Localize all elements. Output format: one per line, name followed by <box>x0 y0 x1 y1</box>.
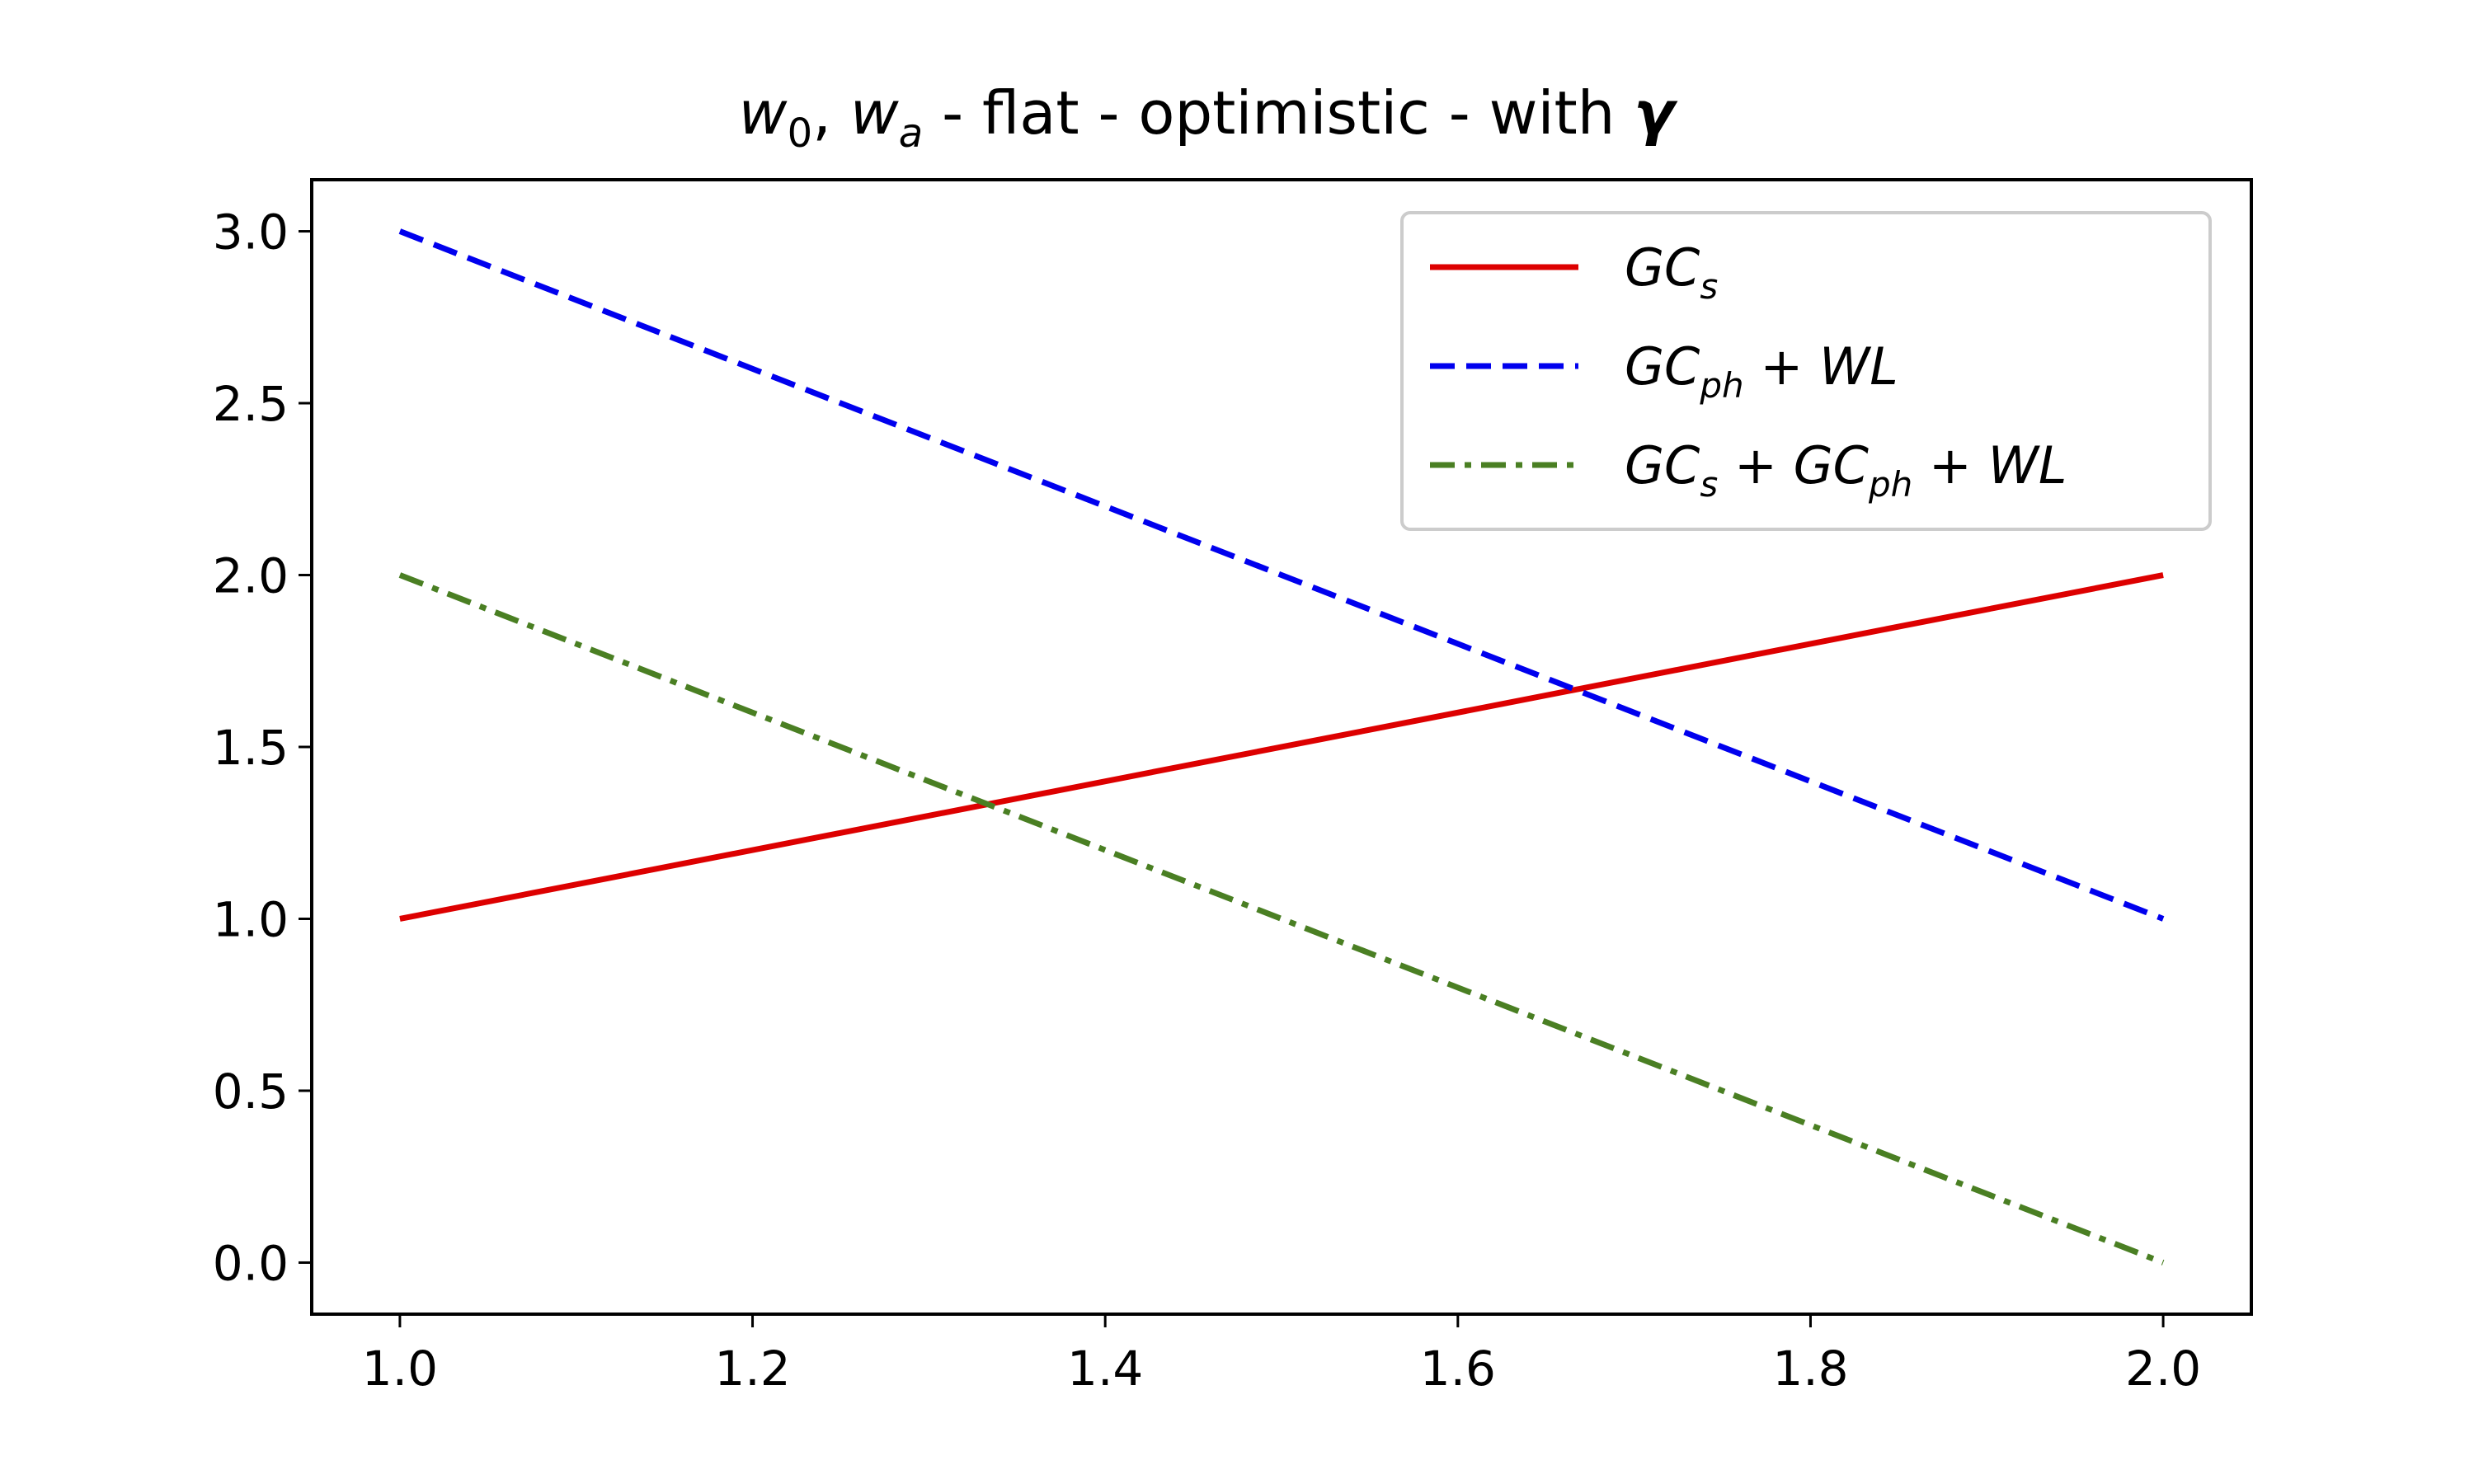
y-tick-label: 1.0 <box>213 891 289 947</box>
series-layer <box>398 228 2165 1266</box>
x-tick-label: 1.0 <box>362 1341 438 1397</box>
series-line-2 <box>398 228 2165 922</box>
axes-layer: 1.0 1.2 1.4 1.6 1.8 2.0 0.0 0.5 1.0 1.5 2.0 2.5 3.0 <box>213 178 2253 1397</box>
y-tick-label: 1.5 <box>213 720 289 776</box>
legend-label-1: GCs <box>1625 237 1718 307</box>
x-tick-label: 1.6 <box>1420 1341 1496 1397</box>
legend-box <box>1400 211 2212 531</box>
legend-label-3: GCs + GCph + WL <box>1625 435 2067 505</box>
x-tick-label: 1.2 <box>714 1341 790 1397</box>
series-line-1 <box>399 572 2164 922</box>
y-tick-label: 2.0 <box>213 548 289 604</box>
series-line-3 <box>398 572 2165 1266</box>
chart-title: w0, wa - flat - optimistic - with γ <box>739 78 1679 157</box>
y-tick-label: 0.5 <box>213 1064 289 1120</box>
y-tick-label: 3.0 <box>213 204 289 261</box>
y-tick-label: 0.0 <box>213 1235 289 1291</box>
x-tick-label: 1.4 <box>1067 1341 1143 1397</box>
x-tick-label: 2.0 <box>2125 1341 2201 1397</box>
y-tick-label: 2.5 <box>213 376 289 432</box>
legend: GCs GCph + WL GCs + GCph + WL <box>1400 211 2212 531</box>
legend-label-2: GCph + WL <box>1625 336 1898 406</box>
x-tick-label: 1.8 <box>1772 1341 1848 1397</box>
